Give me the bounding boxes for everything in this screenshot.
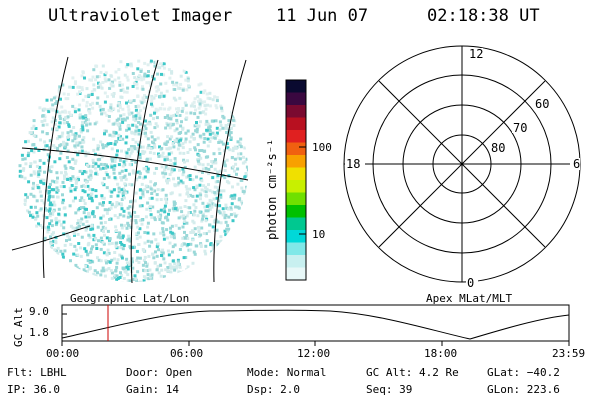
geographic-globe: [11, 56, 249, 284]
colorbar-cell: [286, 130, 306, 144]
altitude-timeline: [61, 304, 570, 346]
x-tick-00: 00:00: [46, 347, 80, 360]
app-title: Ultraviolet Imager: [48, 6, 233, 26]
latitude-line: [21, 147, 249, 181]
info-glon: GLon: 223.6: [487, 383, 560, 396]
geographic-lat-lon-label: Geographic Lat/Lon: [70, 292, 190, 305]
info-door: Door: Open: [126, 366, 193, 379]
mlat-label-60: 60: [535, 97, 549, 111]
apex-mlat-mlt-label: Apex MLat/MLT: [426, 292, 513, 305]
info-ip: IP: 36.0: [7, 383, 60, 396]
colorbar-unit-label: photon cm⁻²s⁻¹: [265, 139, 279, 240]
info-seq: Seq: 39: [366, 383, 413, 396]
x-tick-06: 06:00: [170, 347, 204, 360]
mlat-label-70: 70: [513, 121, 527, 135]
x-tick-12: 12:00: [297, 347, 331, 360]
colorbar-tick-100: 100: [312, 141, 332, 154]
altitude-curve: [61, 309, 570, 340]
time-label: 02:18:38 UT: [427, 6, 540, 26]
latitude-line: [11, 225, 91, 251]
mlt-label-12: 12: [469, 47, 483, 61]
colorbar-cell: [286, 167, 306, 181]
info-dsp: Dsp: 2.0: [247, 383, 300, 396]
mlt-label-0: 0: [467, 276, 474, 290]
longitude-line: [42, 56, 69, 279]
colorbar-cell: [286, 80, 306, 94]
mlat-label-80: 80: [491, 141, 505, 155]
colorbar-cell: [286, 192, 306, 206]
x-tick-2359: 23:59: [552, 347, 586, 360]
colorbar-cell: [286, 230, 306, 244]
info-gcalt: GC Alt: 4.2 Re: [366, 366, 459, 379]
y-tick-1-8: 1.8: [29, 326, 49, 339]
colorbar-cell: [286, 180, 306, 194]
colorbar-cell: [286, 155, 306, 169]
colorbar-cell: [286, 105, 306, 119]
info-mode: Mode: Normal: [247, 366, 327, 379]
color-bar: 100 10 photon cm⁻²s⁻¹: [265, 79, 332, 281]
mlt-label-18: 18: [346, 157, 360, 171]
mlt-label-6: 6: [573, 157, 580, 171]
colorbar-cell: [286, 255, 306, 269]
info-flt: Flt: LBHL: [7, 366, 67, 379]
timeline-axis-label: GC Alt: [12, 307, 25, 347]
polar-grid: [343, 45, 581, 283]
colorbar-cell: [286, 205, 306, 219]
colorbar-cell: [286, 217, 306, 231]
colorbar-cell: [286, 267, 306, 281]
longitude-line: [130, 59, 159, 284]
colorbar-cell: [286, 142, 306, 156]
info-glat: GLat: −40.2: [487, 366, 560, 379]
longitude-line: [213, 59, 247, 283]
info-gain: Gain: 14: [126, 383, 179, 396]
y-tick-9: 9.0: [29, 305, 49, 318]
colorbar-cell: [286, 242, 306, 256]
colorbar-cell: [286, 92, 306, 106]
date-label: 11 Jun 07: [276, 6, 369, 26]
x-tick-18: 18:00: [424, 347, 458, 360]
colorbar-tick-10: 10: [312, 228, 325, 241]
colorbar-cell: [286, 117, 306, 131]
